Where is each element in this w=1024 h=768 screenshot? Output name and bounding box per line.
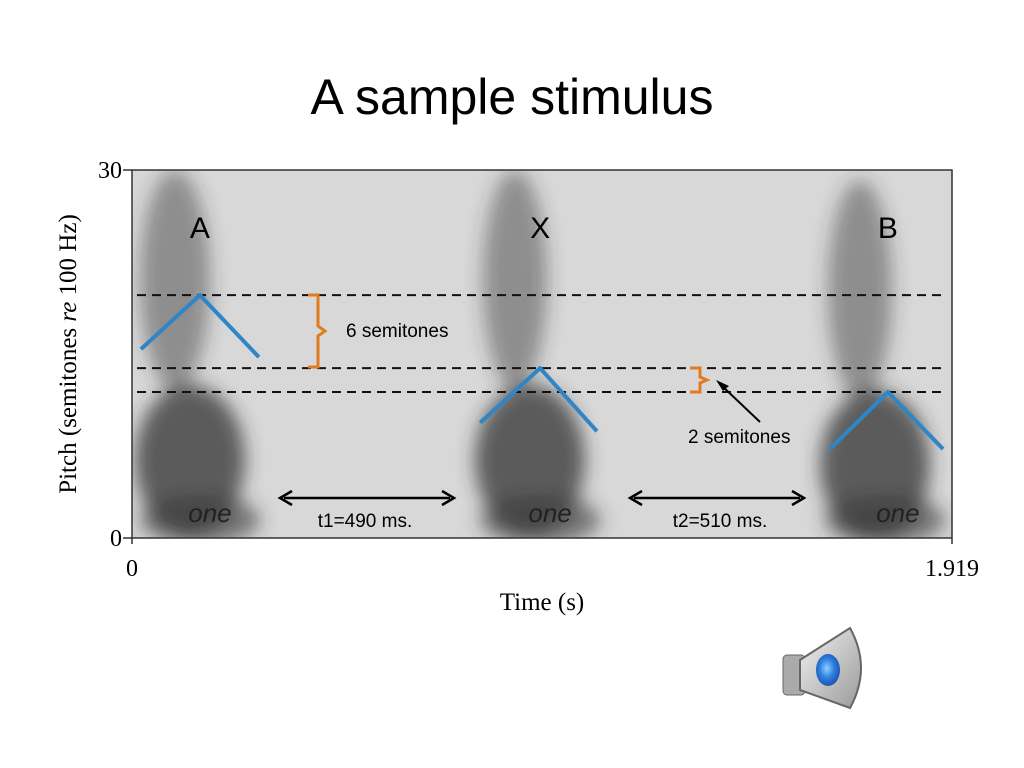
spectrogram bbox=[135, 170, 945, 538]
annotation: t2=510 ms. bbox=[673, 511, 768, 532]
annotation: 2 semitones bbox=[688, 427, 790, 448]
bracket bbox=[308, 293, 328, 369]
annotation: t1=490 ms. bbox=[318, 511, 413, 532]
bracket bbox=[690, 366, 711, 394]
slide-title: A sample stimulus bbox=[311, 69, 714, 125]
syllable-label: one bbox=[188, 498, 231, 528]
syllable-label: one bbox=[876, 498, 919, 528]
y-axis-label-part: re bbox=[55, 302, 82, 322]
pitch-contour bbox=[478, 366, 599, 433]
y-axis-label-part: Pitch (semitones bbox=[55, 322, 82, 494]
stimulus-label: B bbox=[878, 212, 898, 245]
pitch-contour bbox=[139, 293, 261, 359]
pointer-arrow bbox=[719, 383, 761, 423]
annotation: 6 semitones bbox=[346, 321, 448, 342]
interval-arrows bbox=[277, 489, 807, 507]
arrow-head bbox=[716, 380, 729, 391]
stimulus-label: X bbox=[530, 212, 550, 245]
y-axis-label: Pitch (semitones re 100 Hz) bbox=[55, 214, 82, 494]
stimulus-label: A bbox=[190, 212, 210, 245]
y-tick-label: 0 bbox=[110, 526, 122, 552]
pitch-contour bbox=[828, 390, 945, 451]
x-tick-label: 0 bbox=[126, 556, 138, 582]
x-axis-label: Time (s) bbox=[500, 589, 585, 616]
syllable-label: one bbox=[528, 498, 571, 528]
y-axis-label-part: 100 Hz) bbox=[55, 214, 82, 301]
x-tick-label: 1.919 bbox=[925, 556, 979, 582]
y-tick-label: 30 bbox=[98, 158, 122, 184]
speaker-icon[interactable] bbox=[782, 626, 862, 710]
plot: 0 30 0 1.919 Time (s) Pitch (semitones re 100… bbox=[55, 158, 979, 616]
plot-frame bbox=[131, 169, 953, 539]
